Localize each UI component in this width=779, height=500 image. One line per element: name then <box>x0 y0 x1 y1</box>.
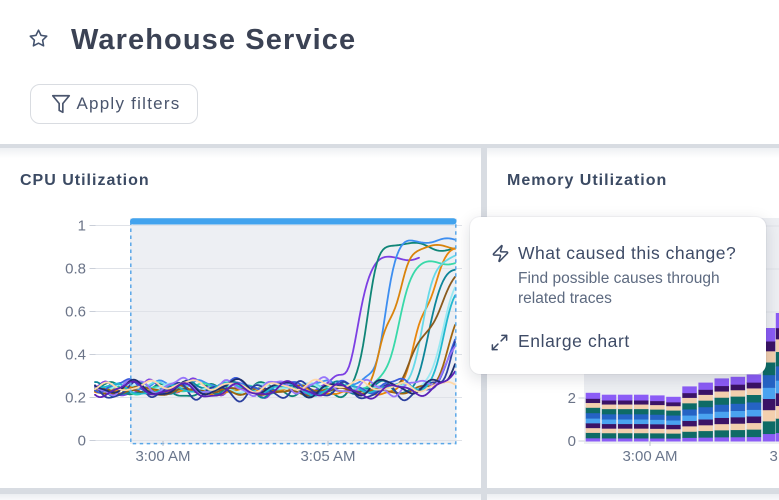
svg-text:0.6: 0.6 <box>65 304 86 321</box>
svg-text:2: 2 <box>568 390 576 407</box>
svg-text:0.8: 0.8 <box>65 261 86 278</box>
svg-text:0.2: 0.2 <box>65 390 86 407</box>
svg-text:1: 1 <box>78 218 86 235</box>
svg-text:3:00 AM: 3:00 AM <box>135 448 190 465</box>
svg-text:0: 0 <box>568 433 576 450</box>
svg-text:3:05 AM: 3:05 AM <box>769 448 779 465</box>
svg-text:0.4: 0.4 <box>65 347 86 364</box>
svg-text:0: 0 <box>78 433 86 450</box>
svg-text:3:05 AM: 3:05 AM <box>300 448 355 465</box>
svg-text:3:00 AM: 3:00 AM <box>622 448 677 465</box>
